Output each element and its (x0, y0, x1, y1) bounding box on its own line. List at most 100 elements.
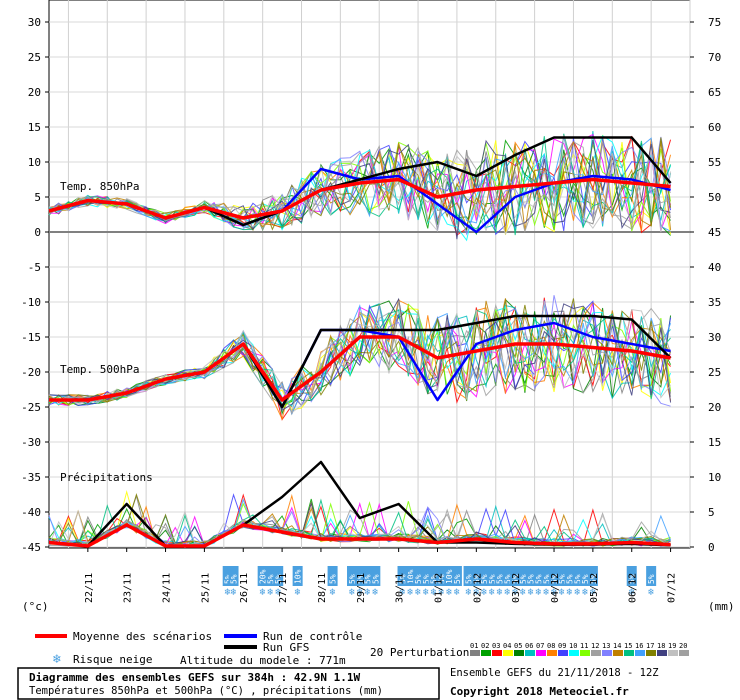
snowflake-icon: ❄ (357, 587, 364, 598)
snow-risk-value: 5% (647, 574, 656, 584)
snowflake-icon: ❄ (260, 587, 267, 598)
snow-risk-value: 5% (550, 574, 559, 584)
perturbation-line (48, 135, 672, 242)
snow-risk-value: 5% (399, 574, 408, 584)
snow-risk-bar (494, 566, 505, 586)
series-moyenne-2 (48, 523, 671, 548)
snow-risk-bar (587, 566, 598, 586)
perturbation-line (48, 150, 672, 236)
snow-risk-value: 5% (453, 574, 462, 584)
snowflake-icon: ❄ (407, 587, 414, 598)
right-tick-label: 65 (708, 86, 721, 99)
snowflake-icon: ❄ (512, 587, 519, 598)
snow-risk-bar (436, 566, 447, 586)
snow-risk-bar (292, 566, 303, 586)
perturbation-id: 18 (657, 642, 665, 650)
snowflake-icon: ❄ (504, 587, 511, 598)
snow-risk-bar (572, 566, 583, 586)
perturbation-line (48, 133, 672, 236)
snow-risk-value: 5% (437, 574, 446, 584)
snowflake-icon: ❄ (446, 587, 453, 598)
perturbation-id: 05 (514, 642, 522, 650)
panel-label-t500: Temp. 500hPa (60, 363, 139, 376)
perturbation-line (48, 297, 672, 411)
perturbation-swatch (679, 650, 689, 656)
date-labels: 22/11 23/11 24/11 25/11 26/11 27/11 28/11 29/11… (84, 548, 678, 603)
perturbation-id: 02 (481, 642, 489, 650)
perturbation-id: 15 (624, 642, 632, 650)
snow-risk-value: 5% (534, 574, 543, 584)
grid (48, 0, 691, 549)
snow-risk-bar (502, 566, 513, 586)
perturbation-swatch (470, 650, 480, 656)
left-tick-label: 25 (28, 51, 41, 64)
perturbation-id: 11 (580, 642, 588, 650)
right-tick-label: 70 (708, 51, 721, 64)
snow-risk-bar (228, 566, 239, 586)
left-tick-label: 30 (28, 16, 41, 29)
snowflake-icon: ❄ (431, 587, 438, 598)
snowflake-icon: ❄ (52, 652, 61, 667)
left-tick-label: 5 (34, 191, 41, 204)
snowflake-icon: ❄ (231, 587, 238, 598)
perturbation-swatch (624, 650, 634, 656)
legend: Moyenne des scénarios Run de contrôle Ru… (35, 630, 689, 667)
series-moyenne-1 (49, 335, 671, 402)
snowflake-icon: ❄ (365, 587, 372, 598)
snow-risk-value: 20% (259, 569, 268, 584)
date-label: 28/11 (317, 573, 328, 603)
snowflake-icon: ❄ (535, 587, 542, 598)
left-tick-label: -35 (21, 471, 41, 484)
snowflake-icon: ❄ (590, 587, 597, 598)
plot-frame (48, 0, 691, 549)
snowflake-icon: ❄ (372, 587, 379, 598)
snow-risk-bar (413, 566, 424, 586)
left-tick-label: -25 (21, 401, 41, 414)
snow-risk-value: 5% (414, 574, 423, 584)
perturbation-line (48, 143, 671, 232)
snow-risk-value: 5% (430, 574, 439, 584)
left-tick-label: -5 (28, 261, 41, 274)
right-tick-label: 25 (708, 366, 721, 379)
perturbation-line (48, 301, 671, 414)
snowflake-icon: ❄ (438, 587, 445, 598)
perturbation-swatch (503, 650, 513, 656)
left-tick-label: 15 (28, 121, 41, 134)
date-label: 02/12 (472, 573, 483, 603)
snow-risk-bar (479, 566, 490, 586)
date-label: 30/11 (395, 573, 406, 603)
snow-risk-bar (646, 566, 657, 586)
snowflake-icon: ❄ (567, 587, 574, 598)
snow-risk-bar (370, 566, 381, 586)
right-tick-label: 50 (708, 191, 721, 204)
snowflake-icon: ❄ (330, 587, 337, 598)
snow-risk-value: 10% (406, 569, 415, 584)
left-tick-label: -45 (21, 541, 41, 554)
date-label: 22/11 (84, 573, 95, 603)
perturbation-id: 19 (668, 642, 676, 650)
snow-risk-value: 5% (558, 574, 567, 584)
perturbation-swatch (558, 650, 568, 656)
snow-risk-value: 5% (589, 574, 598, 584)
legend-control: Run de contrôle (263, 630, 362, 643)
snow-risk-value: 5% (472, 574, 481, 584)
snow-risk-value: 5% (566, 574, 575, 584)
legend-perturbations: 20 Perturbations (370, 646, 476, 659)
ensemble-info: Ensemble GEFS du 21/11/2018 - 12Z (450, 667, 659, 679)
perturbation-id: 09 (558, 642, 566, 650)
right-tick-label: 0 (708, 541, 715, 554)
perturbation-id: 17 (646, 642, 654, 650)
perturbation-swatch (492, 650, 502, 656)
legend-gfs: Run GFS (263, 641, 309, 654)
snow-risk-bar (463, 566, 474, 586)
snow-risk-value: 5% (496, 574, 505, 584)
title-box (17, 667, 440, 700)
snow-risk-value: 10% (445, 569, 454, 584)
snow-risk-bar (420, 566, 431, 586)
left-tick-label: 10 (28, 156, 41, 169)
right-tick-label: 30 (708, 331, 721, 344)
snowflake-icon: ❄ (629, 587, 636, 598)
perturbation-id: 08 (547, 642, 555, 650)
